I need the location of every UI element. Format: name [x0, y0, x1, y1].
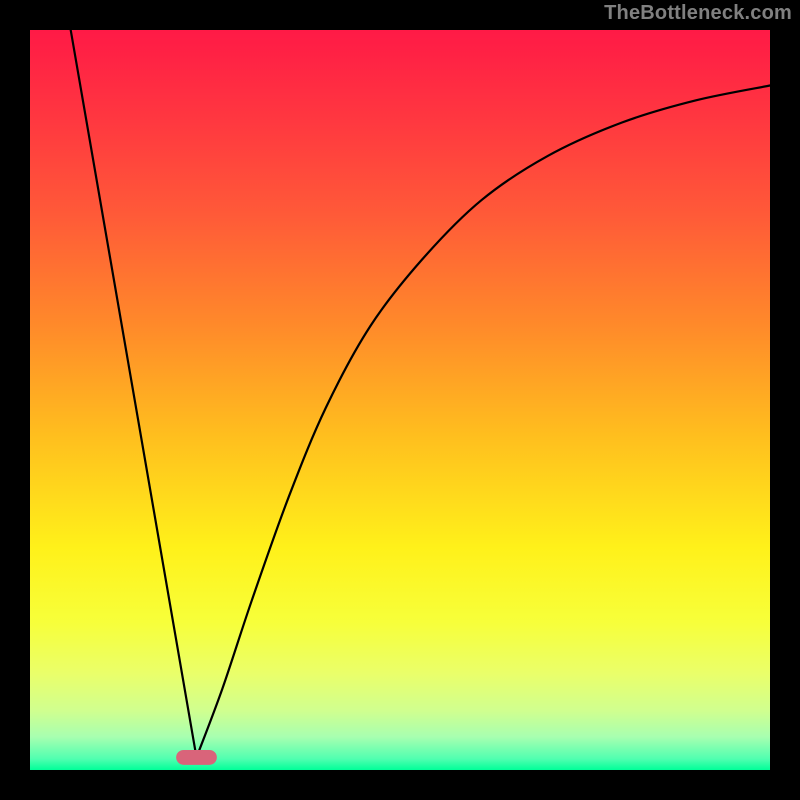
chart-frame: { "meta": { "watermark_text": "TheBottle… [0, 0, 800, 800]
dip-marker [176, 750, 217, 765]
gradient-background [30, 30, 770, 770]
chart-svg [0, 0, 800, 800]
watermark-text: TheBottleneck.com [604, 2, 792, 25]
